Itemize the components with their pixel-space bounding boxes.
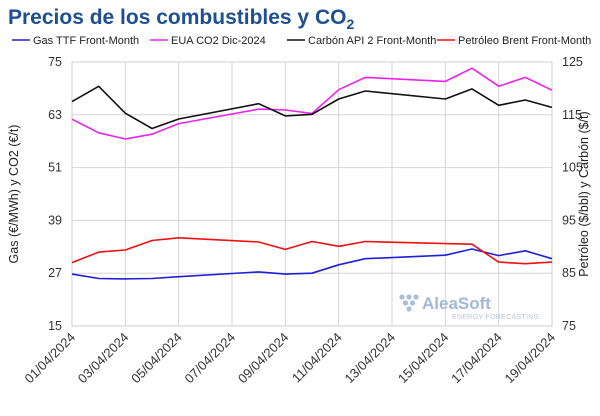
x-tick-label: 13/04/2024 xyxy=(341,330,398,387)
plot-frame xyxy=(71,61,553,327)
x-tick-label: 03/04/2024 xyxy=(75,330,132,387)
watermark-brand: AleaSoft xyxy=(422,294,491,313)
series-line-3 xyxy=(71,85,553,130)
y-right-tick-label: 95 xyxy=(562,213,576,227)
y-left-tick-label: 63 xyxy=(48,108,62,122)
chart-title-main: Precios de los combustibles y CO xyxy=(8,6,346,29)
x-tick-label: 15/04/2024 xyxy=(395,330,452,387)
y-right-tick-label: 105 xyxy=(562,161,583,175)
watermark: AleaSoft ENERGY FORECASTING xyxy=(399,294,539,321)
legend-label: Gas TTF Front-Month xyxy=(33,35,139,47)
y-right-tick-label: 85 xyxy=(562,266,576,280)
series-line-1 xyxy=(71,248,553,280)
x-tick-label: 09/04/2024 xyxy=(235,330,292,387)
y-right-tick-label: 75 xyxy=(562,319,576,333)
series-lines xyxy=(71,67,553,280)
x-tick-label: 11/04/2024 xyxy=(289,330,345,386)
y-right-tick-label: 115 xyxy=(562,108,582,122)
legend-label: EUA CO2 Dic-2024 xyxy=(171,35,266,47)
series-line-2 xyxy=(71,67,553,140)
y-left-tick-label: 15 xyxy=(48,319,62,333)
series-line-4 xyxy=(71,237,553,265)
y-left-tick-label: 51 xyxy=(48,161,62,175)
y-left-tick-label: 75 xyxy=(48,55,62,69)
x-tick-label: 01/04/2024 xyxy=(21,330,78,387)
x-tick-label: 19/04/2024 xyxy=(501,330,558,387)
chart-title: Precios de los combustibles y CO2 xyxy=(8,6,354,32)
legend-label: Petróleo Brent Front-Month xyxy=(458,35,591,47)
y-right-tick-label: 125 xyxy=(562,55,583,69)
x-tick-label: 05/04/2024 xyxy=(128,330,185,387)
x-tick-label: 07/04/2024 xyxy=(181,330,238,387)
legend: Gas TTF Front-Month EUA CO2 Dic-2024 Carbó… xyxy=(12,35,591,47)
chart-title-subscript: 2 xyxy=(346,16,354,32)
x-tick-label: 17/04/2024 xyxy=(448,330,505,387)
grid-lines xyxy=(71,61,553,327)
aleasoft-logo-icon xyxy=(399,294,419,312)
y-left-tick-label: 39 xyxy=(48,213,62,227)
y-left-axis-label: Gas (€/MWh) y CO2 (€/t) xyxy=(7,125,21,264)
legend-label: Carbón API 2 Front-Month xyxy=(308,35,436,47)
y-left-tick-label: 27 xyxy=(48,266,62,280)
y-right-axis-label: Petróleo ($/bbl) y Carbón ($/t) xyxy=(577,111,591,276)
watermark-tagline: ENERGY FORECASTING xyxy=(452,314,539,321)
